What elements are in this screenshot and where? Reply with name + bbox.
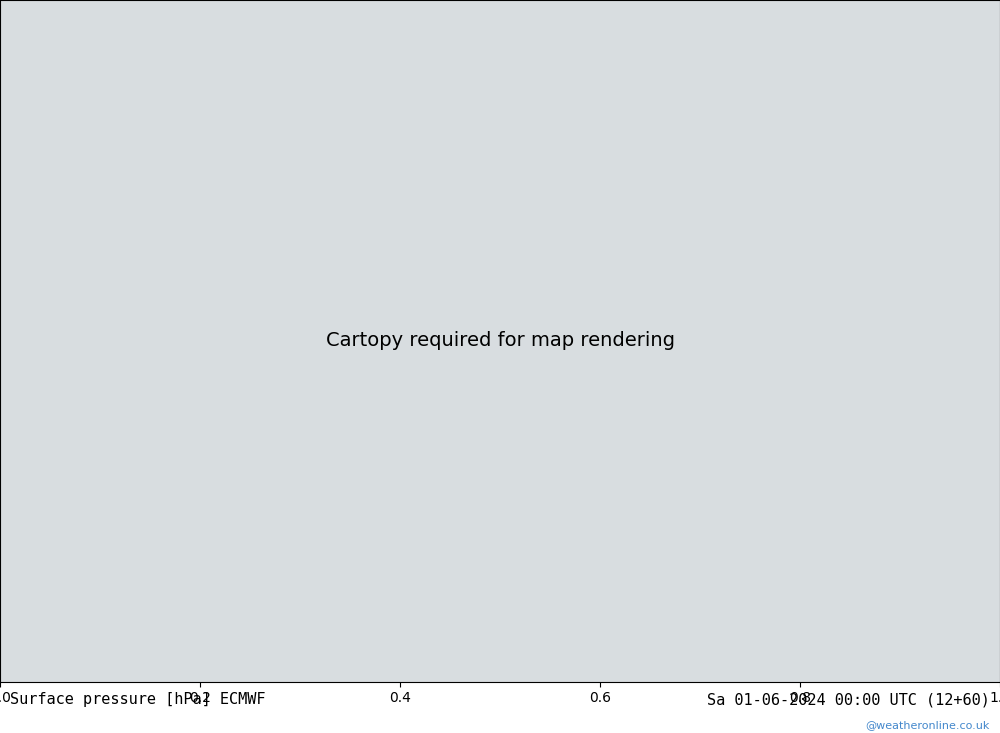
Text: Surface pressure [hPa] ECMWF: Surface pressure [hPa] ECMWF — [10, 692, 266, 707]
Text: @weatheronline.co.uk: @weatheronline.co.uk — [866, 721, 990, 730]
Text: Cartopy required for map rendering: Cartopy required for map rendering — [326, 331, 674, 350]
Text: Sa 01-06-2024 00:00 UTC (12+60): Sa 01-06-2024 00:00 UTC (12+60) — [707, 692, 990, 707]
